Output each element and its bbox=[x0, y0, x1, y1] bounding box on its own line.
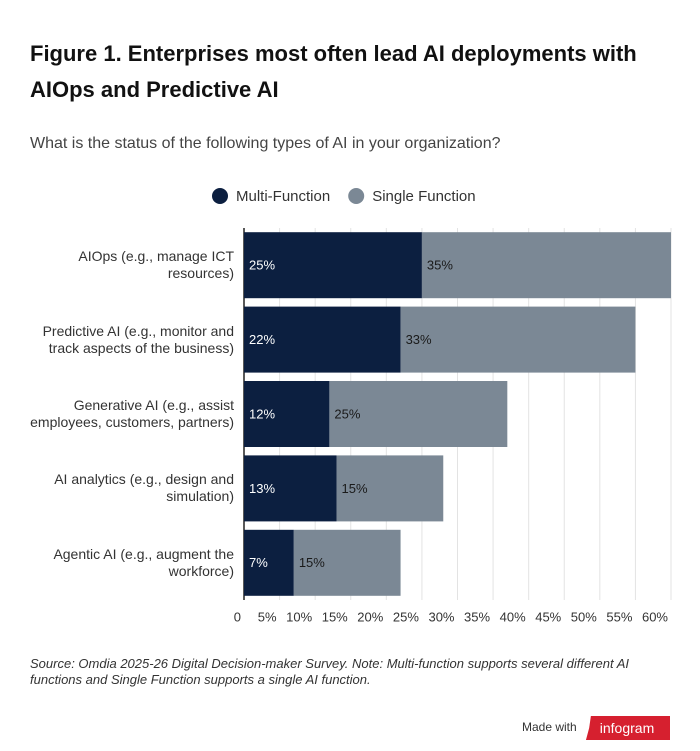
chart-title: Figure 1. Enterprises most often lead AI… bbox=[30, 41, 637, 102]
data-label: 25% bbox=[334, 406, 360, 421]
bar-segment bbox=[244, 455, 337, 522]
bar-segment bbox=[244, 232, 422, 299]
data-label: 7% bbox=[249, 555, 268, 570]
x-tick-label: 30% bbox=[428, 609, 454, 624]
data-label: 13% bbox=[249, 481, 275, 496]
bar-segment bbox=[244, 381, 330, 447]
legend-swatch bbox=[348, 188, 365, 204]
x-tick-label: 50% bbox=[571, 609, 597, 624]
y-tick-label: AI analytics (e.g., design and simulatio… bbox=[54, 471, 234, 505]
x-tick-label: 20% bbox=[357, 609, 383, 624]
x-tick-label: 15% bbox=[322, 609, 348, 624]
y-tick-label: Generative AI (e.g., assist employees, c… bbox=[30, 397, 234, 430]
bar-segment bbox=[329, 381, 508, 447]
x-tick-label: 35% bbox=[464, 609, 490, 624]
x-tick-label: 55% bbox=[606, 609, 632, 624]
data-label: 35% bbox=[427, 258, 453, 273]
chart-subtitle: What is the status of the following type… bbox=[30, 135, 501, 152]
bar-segment bbox=[244, 529, 294, 596]
bar-segment bbox=[336, 455, 444, 522]
data-label: 15% bbox=[299, 555, 325, 570]
x-tick-label: 45% bbox=[535, 609, 561, 624]
x-tick-label: 40% bbox=[500, 609, 526, 624]
bar-segment bbox=[400, 306, 636, 373]
data-label: 12% bbox=[249, 406, 275, 421]
footer-text: Made with bbox=[522, 720, 577, 734]
y-tick-label: Predictive AI (e.g., monitor and track a… bbox=[42, 322, 234, 356]
data-label: 25% bbox=[249, 258, 275, 273]
x-tick-label: 25% bbox=[393, 609, 419, 624]
bar-segment bbox=[421, 232, 671, 299]
x-tick-label: 60% bbox=[642, 609, 668, 624]
chart: Multi-Function Single Function 0 5% 10% 15% 20… bbox=[212, 188, 672, 624]
data-label: 22% bbox=[249, 332, 275, 347]
legend-swatch bbox=[212, 188, 228, 204]
bar-segment bbox=[293, 529, 401, 596]
x-tick-label: 0 bbox=[234, 609, 241, 624]
x-tick-label: 10% bbox=[286, 609, 312, 624]
x-tick-label: 5% bbox=[258, 609, 277, 624]
bar-segment bbox=[244, 306, 401, 373]
legend-label: Multi-Function bbox=[236, 188, 330, 205]
source-note: Source: Omdia 2025-26 Digital Decision-m… bbox=[30, 656, 629, 687]
data-label: 33% bbox=[406, 332, 432, 347]
footer-brand[interactable]: infogram bbox=[584, 716, 670, 740]
y-tick-label: AIOps (e.g., manage ICT resources) bbox=[78, 248, 234, 282]
legend-label: Single Function bbox=[372, 188, 475, 205]
data-label: 15% bbox=[342, 481, 368, 496]
y-tick-label: Agentic AI (e.g., augment the workforce) bbox=[53, 545, 234, 579]
